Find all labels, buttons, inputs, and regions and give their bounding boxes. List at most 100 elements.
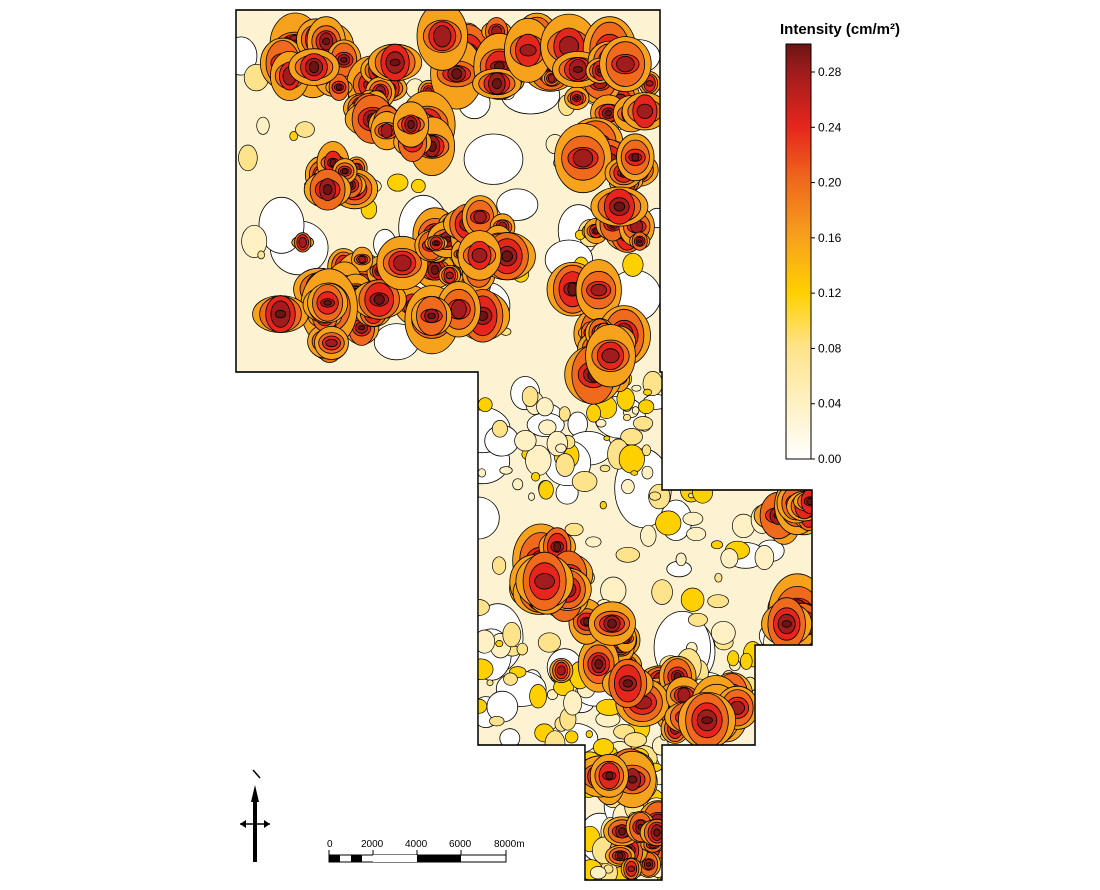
intensity-contour [682,511,704,526]
intensity-contour [653,828,661,837]
intensity-contour [686,526,707,542]
intensity-contour [631,153,640,162]
intensity-contour [528,492,535,501]
intensity-contour [322,184,333,196]
intensity-contour [489,715,505,727]
intensity-contour [618,444,645,474]
intensity-contour [605,771,614,780]
intensity-contour [572,148,594,168]
intensity-contour [631,384,642,392]
intensity-contour [555,453,575,477]
intensity-contour [536,397,554,417]
legend-tick-label: 0.00 [818,452,842,466]
intensity-contour [492,556,507,575]
intensity-contour [701,716,713,725]
intensity-contour [308,60,320,74]
north-arrow-icon [240,769,270,862]
intensity-contour [467,658,494,681]
intensity-contour [555,443,567,454]
intensity-contour [538,480,554,500]
intensity-contour [707,594,729,609]
legend-tick-label: 0.16 [818,231,842,245]
intensity-contour [613,201,626,212]
intensity-contour [640,524,657,547]
intensity-contour [641,444,652,457]
intensity-contour [407,119,415,130]
intensity-contour [241,224,268,258]
intensity-contour [387,173,409,192]
intensity-contour [630,470,639,476]
intensity-contour [565,730,579,744]
legend-title: Intensity (cm/m²) [780,21,900,38]
intensity-contour [586,403,601,423]
intensity-contour [754,545,775,570]
intensity-contour [615,546,640,563]
intensity-contour [607,618,617,629]
intensity-contour [445,271,454,280]
intensity-contour [389,58,401,67]
intensity-contour [638,399,655,414]
intensity-contour [486,679,494,686]
intensity-contour [323,300,332,306]
intensity-contour [502,621,522,648]
intensity-contour [622,413,632,422]
intensity-contour [538,419,557,436]
legend-tick-label: 0.20 [818,176,842,190]
intensity-contour [616,55,635,73]
intensity-contour [574,96,580,101]
intensity-contour [558,406,571,422]
intensity-contour [637,239,642,243]
legend-tick-label: 0.04 [818,397,842,411]
intensity-contour [627,865,636,872]
intensity-contour [477,468,487,478]
legend-tick-label: 0.12 [818,286,842,300]
intensity-contour [592,738,615,756]
intensity-contour [556,665,566,676]
intensity-contour [781,620,792,628]
intensity-contour [516,642,528,656]
intensity-contour [590,283,607,297]
intensity-contour [595,418,607,428]
intensity-contour [585,730,593,738]
intensity-contour [336,84,342,90]
intensity-contour [651,579,673,605]
intensity-contour [631,406,640,415]
intensity-contour [534,573,555,590]
intensity-contour [621,479,635,495]
intensity-contour [617,851,624,860]
intensity-contour [433,25,452,48]
intensity-contour [236,36,258,76]
intensity-surface [236,10,812,880]
intensity-contour [601,348,620,364]
intensity-contour [655,510,682,536]
intensity-contour [622,252,644,277]
intensity-contour [357,325,366,331]
scale-label-4000: 4000 [405,839,428,850]
intensity-contour [641,465,654,480]
intensity-contour [547,74,556,83]
intensity-contour [680,587,705,612]
intensity-contour [473,210,487,224]
intensity-contour [256,116,270,135]
legend-tick-label: 0.28 [818,65,842,79]
legend: Intensity (cm/m²) 0.28 0.24 0.20 0.16 0.12 0.… [780,21,900,466]
intensity-contour [645,862,652,867]
intensity-contour [512,478,524,491]
intensity-contour [491,78,502,89]
intensity-contour [544,730,566,758]
intensity-contour [503,672,518,686]
intensity-contour [358,255,367,264]
intensity-contour [599,464,611,473]
intensity-contour [604,109,613,117]
intensity-contour [563,690,583,716]
intensity-contour [463,133,524,185]
intensity-contour [471,698,488,714]
legend-tick-label: 0.24 [818,120,842,134]
intensity-contour [501,250,513,263]
intensity-contour [495,640,504,648]
intensity-contour [727,650,740,667]
intensity-contour [714,572,723,583]
intensity-contour [514,430,537,452]
intensity-contour [622,679,633,688]
